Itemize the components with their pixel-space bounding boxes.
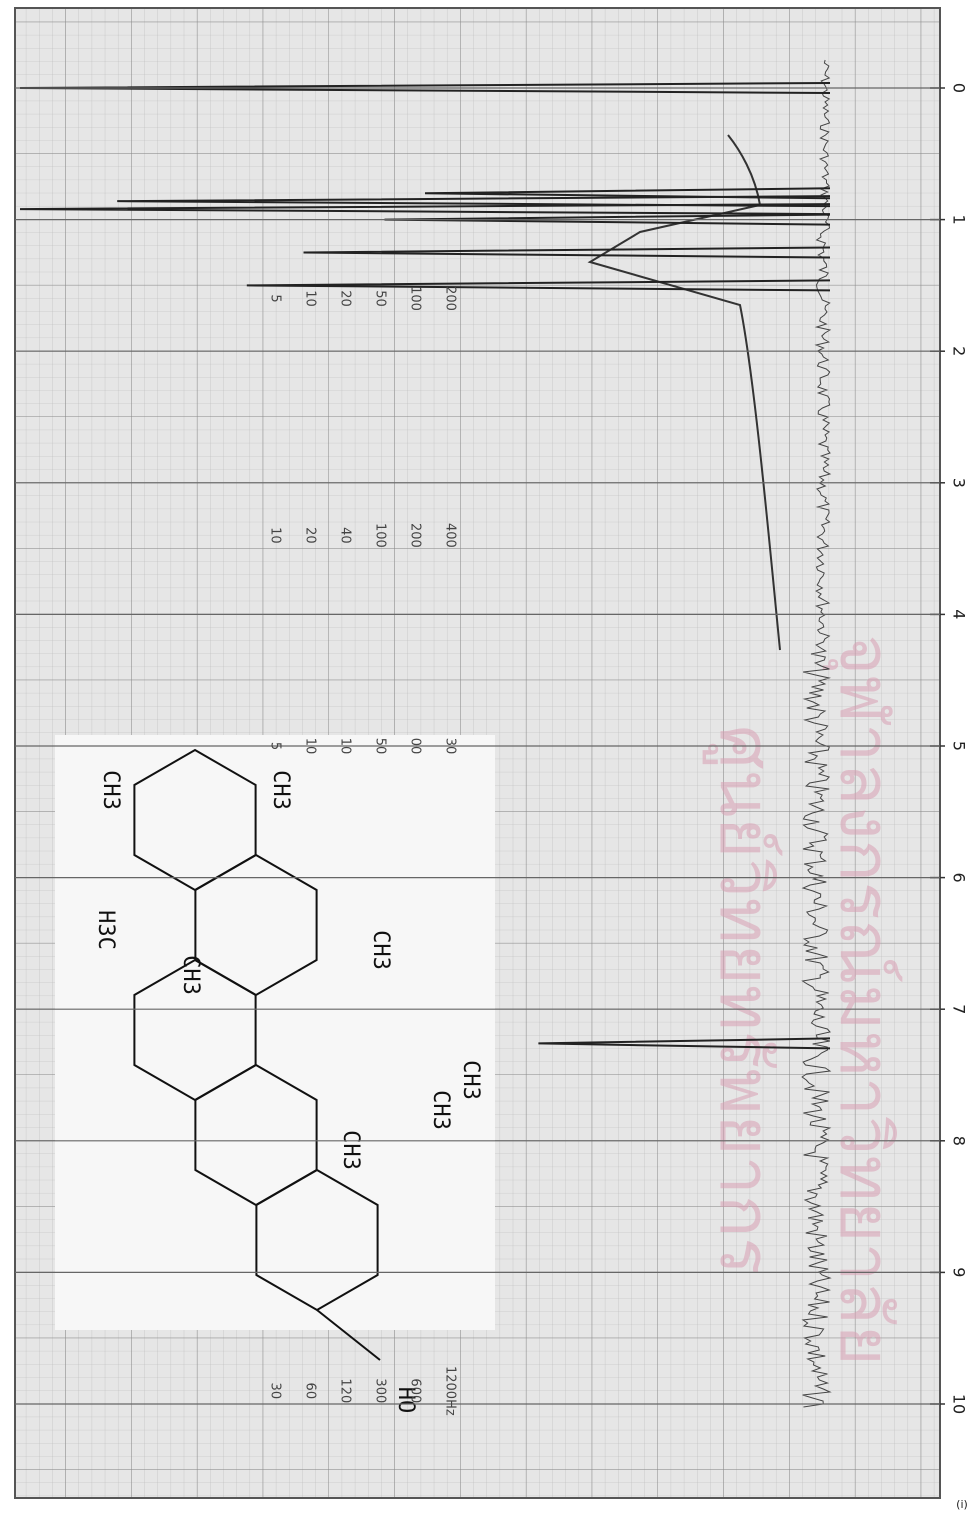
- x-tick-label: 1: [950, 215, 969, 225]
- sweep-label: 30: [268, 1383, 283, 1400]
- x-tick-label: 9: [950, 1267, 969, 1277]
- atom-label: CH3: [178, 955, 203, 995]
- sweep-label: 60: [303, 1383, 318, 1400]
- sweep-label: 30: [443, 738, 458, 755]
- sweep-label: 40: [338, 527, 353, 544]
- atom-label: CH3: [428, 1090, 453, 1130]
- sweep-label: 00: [408, 738, 423, 755]
- x-tick-label: 4: [950, 609, 969, 619]
- sweep-label: 100: [373, 523, 388, 548]
- footnote: (i): [956, 1498, 968, 1511]
- sweep-label: 400: [443, 523, 458, 548]
- atom-label: H3C: [93, 910, 118, 950]
- x-tick-label: 0: [950, 83, 969, 93]
- atom-label: CH3: [368, 930, 393, 970]
- sweep-label: 600: [408, 1378, 423, 1403]
- sweep-label: 5: [268, 742, 283, 750]
- sweep-label: 5: [268, 294, 283, 302]
- sweep-label: 100: [408, 286, 423, 311]
- x-tick-label: 7: [950, 1004, 969, 1014]
- x-tick-label: 6: [950, 873, 969, 883]
- x-tick-label: 3: [950, 478, 969, 488]
- watermark-text: จุฬาลงกรณ์มหาวิทยาลัย: [822, 634, 906, 1365]
- atom-label: CH3: [338, 1130, 363, 1170]
- x-tick-label: 2: [950, 346, 969, 356]
- sweep-label: 200: [443, 286, 458, 311]
- watermark-text: ศูนย์วิทยทรัพยากร: [702, 725, 786, 1275]
- sweep-label: 120: [338, 1378, 353, 1403]
- sweep-label: 10: [338, 738, 353, 755]
- sweep-label: 200: [408, 523, 423, 548]
- spectrum-page: ศูนย์วิทยทรัพยากร จุฬาลงกรณ์มหาวิทยาลัย C…: [0, 0, 980, 1517]
- x-tick-label: 5: [950, 741, 969, 751]
- sweep-label: 300: [373, 1378, 388, 1403]
- x-tick-label: 8: [950, 1136, 969, 1146]
- sweep-label: 20: [338, 290, 353, 307]
- sweep-label: 20: [303, 527, 318, 544]
- structure-panel: [55, 735, 495, 1330]
- sweep-label: 10: [303, 290, 318, 307]
- sweep-label: 50: [373, 290, 388, 307]
- sweep-label: 50: [373, 738, 388, 755]
- sweep-label: 10: [303, 738, 318, 755]
- atom-label: CH3: [98, 770, 123, 810]
- x-tick-label: 10: [950, 1394, 969, 1414]
- sweep-label: 1200Hz: [443, 1366, 458, 1416]
- atom-label: CH3: [268, 770, 293, 810]
- sweep-label: 10: [268, 527, 283, 544]
- atom-label: CH3: [458, 1060, 483, 1100]
